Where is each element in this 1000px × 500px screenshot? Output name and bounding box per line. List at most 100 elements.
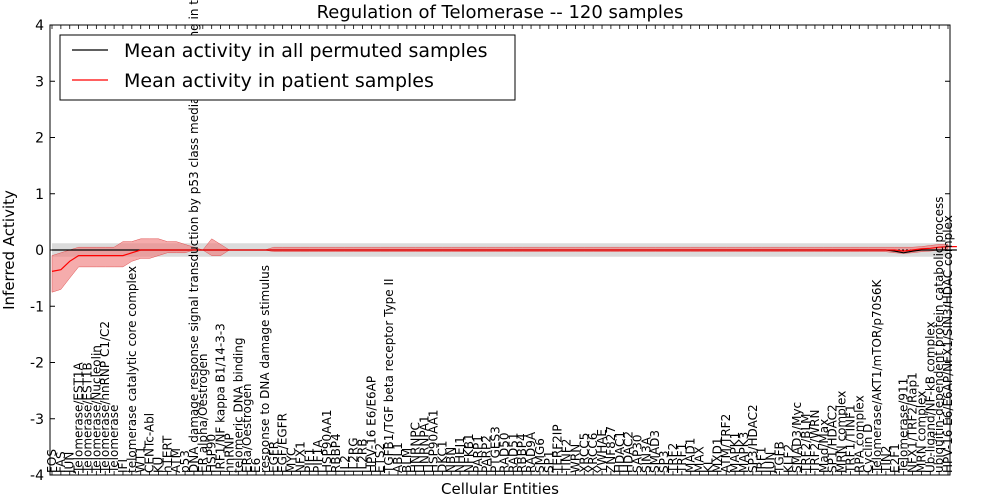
x-tick-label: MRN complex [835,391,849,473]
x-tick-label: Mad/Max [817,419,831,473]
x-tick-label: TRF2/BLM [799,413,813,474]
x-tick-label: NFKB1 [462,433,476,473]
x-tick-label: SIN3A [639,436,653,473]
y-tick-label: -2 [30,356,44,372]
x-tick-label: TGFB1/TGF beta receptor Type II [382,278,396,474]
legend-box [59,34,516,101]
x-tick-label: YWHAE [595,429,609,474]
x-tick-label: HDAC1 [613,431,627,473]
x-tick-label: MAPK3 [737,432,751,473]
x-tick-label: RBBP4 [329,433,343,473]
x-tick-label: HSP90AA1 [427,409,441,473]
x-tick-label: ZNF827 [604,426,618,473]
x-tick-label: MAX [693,446,707,473]
y-axis-label: Inferred Activity [0,190,18,310]
legend-permuted-label: Mean activity in all permuted samples [124,40,487,62]
x-tick-label: PTGES3 [489,426,503,473]
x-tick-label: IL2RG [347,438,361,474]
x-tick-label: SMAD3 [648,430,662,473]
x-tick-label: Telomerase [107,405,121,474]
x-tick-label: HPV-16 E6/E6AP [364,376,378,473]
x-tick-label: ERa/Oestrogen [240,384,254,473]
x-tick-label: Telomerase/EST1A [72,361,86,474]
x-tick-label: DKC1 [435,441,449,473]
x-tick-label: PARP1 [471,435,485,473]
x-tick-label: MXD1 [710,438,724,473]
x-tick-label: Cyclin D [861,424,875,473]
x-tick-label: TINF2 [560,439,574,474]
x-tick-label: telomerase catalytic core complex [125,266,139,473]
x-tick-label: EGFR [267,441,281,473]
x-tick-label: EGF/EGFR [276,413,290,473]
x-tick-label: FOS [45,449,59,473]
x-tick-label: CENTc-Abl [143,413,157,473]
x-tick-label: WT1 [134,446,148,473]
x-tick-label: XRCC6 [586,433,600,473]
x-tick-label: IL2 [338,455,352,473]
x-tick-label: p53 [178,450,192,473]
y-tick-label: -4 [30,468,44,484]
x-tick-label: JUN [764,452,778,474]
x-tick-label: ETS2 [373,443,387,473]
x-tick-label: DNA damage response signal transduction … [187,0,201,473]
y-tick-label: -1 [30,299,44,315]
legend-patient-label: Mean activity in patient samples [124,70,434,92]
x-tick-label: XRCC5 [577,433,591,473]
x-tick-label: IFI [116,459,130,473]
x-tick-label: HSP90AA1 [320,409,334,473]
x-tick-label: PARP2 [480,435,494,473]
x-tick-label: SMAD3/Myc [790,402,804,473]
x-tick-label: RAD50 [497,432,511,473]
x-tick-label: hTERT [160,435,174,473]
plot-area: -4-3-2-101234FOSFASJUNTelomerase/EST1ATe… [30,0,957,484]
x-tick-label: ER alpha/Oestrogen [196,354,210,473]
x-tick-label: E2F1 [888,443,902,473]
x-tick-label: Telomerase/911 [897,378,911,474]
x-tick-label: IL2RB [356,439,370,473]
x-tick-label: SP3/HDAC2 [746,404,760,473]
x-tick-label: JUN [63,452,77,474]
x-tick-label: response to DNA damage stimulus [258,265,272,473]
x-tick-label: SAP30 [631,434,645,473]
x-tick-label: NFX1/TRF2/Rap1 [906,372,920,473]
y-tick-label: 3 [35,74,44,90]
x-tick-label: WRN [568,444,582,473]
x-tick-label: Telomerase/EST1B [81,362,95,474]
x-axis-label: Cellular Entities [441,480,559,498]
x-tick-label: IRF1/NF kappa B1/14-3-3 [214,323,228,473]
x-tick-label: HDAC2 [622,431,636,473]
series-patient-line [51,246,957,272]
x-tick-label: Telomerase/Nucleolin [89,345,103,474]
x-tick-label: TRF2/WRN [808,410,822,474]
x-tick-label: Telomerase/AKT1/mTOR/p70S6K [870,278,884,474]
x-tick-label: TRF2 [666,443,680,474]
x-tick-label: SP3 [657,451,671,474]
x-tick-label: telomeric DNA binding [231,338,245,474]
x-tick-label: PIF1A [311,439,325,473]
x-tick-label: TGFB [772,441,786,474]
x-tick-label: HSP90 [205,434,219,473]
legend: Mean activity in all permuted samples Me… [59,34,516,101]
x-tick-label: E6 [249,458,263,473]
x-tick-label: SP1 [542,451,556,474]
y-tick-label: 1 [35,187,44,203]
x-tick-label: ATM [169,448,183,473]
x-tick-label: KLF2 [781,444,795,473]
x-tick-label: hnRNP [222,433,236,473]
x-tick-label: NBN [444,447,458,473]
x-tick-label: TRF1/TINF1 [843,404,857,474]
x-tick-label: KL [702,458,716,473]
x-tick-label: MAD1 [684,438,698,473]
x-tick-label: Ub-ligand/NF-kB complex [923,321,937,473]
x-tick-label: MAPK1 [728,432,742,473]
x-tick-label: ATM/TRF2 [719,414,733,473]
x-tick-label: ABL1 [391,442,405,473]
x-tick-label: TRF1 [675,443,689,474]
x-tick-label: HPV-16 E6/E6AP/NFX1/SIN3/HDAC complex [941,215,955,473]
x-tick-label: SP1/HDAC2 [826,404,840,473]
x-tick-label: HNRNPC [409,422,423,473]
x-tick-label: TIN2 [879,446,893,474]
x-tick-label: HNRNPA1 [418,415,432,473]
x-tick-label: RAD9A [524,431,538,473]
